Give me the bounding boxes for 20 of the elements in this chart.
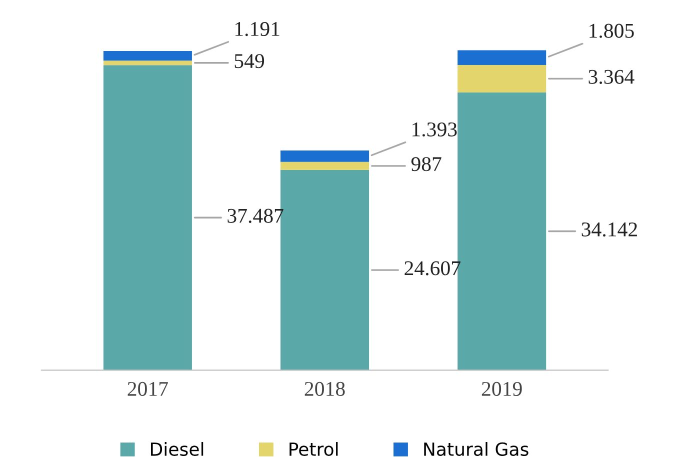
data-label: 1.191 [235, 22, 280, 36]
legend-label: Diesel [151, 442, 204, 456]
legend-label: Petrol [290, 442, 338, 456]
data-label: 34.142 [582, 222, 637, 237]
bar [103, 65, 192, 370]
bar [458, 64, 546, 92]
bar [458, 50, 546, 65]
data-label: 987 [411, 157, 442, 172]
data-label: 3.364 [588, 70, 634, 84]
data-label: 1.805 [590, 24, 634, 38]
x-tick-label: 2018 [304, 382, 345, 396]
bar [103, 50, 192, 61]
data-label: 1.393 [412, 122, 457, 137]
x-tick-label: 2017 [128, 382, 168, 396]
x-tick-label: 2019 [482, 382, 522, 396]
bar [103, 60, 192, 66]
bar [280, 150, 370, 162]
data-label: 549 [234, 54, 264, 68]
legend-label: Natural Gas [424, 442, 528, 456]
bar [280, 162, 370, 170]
